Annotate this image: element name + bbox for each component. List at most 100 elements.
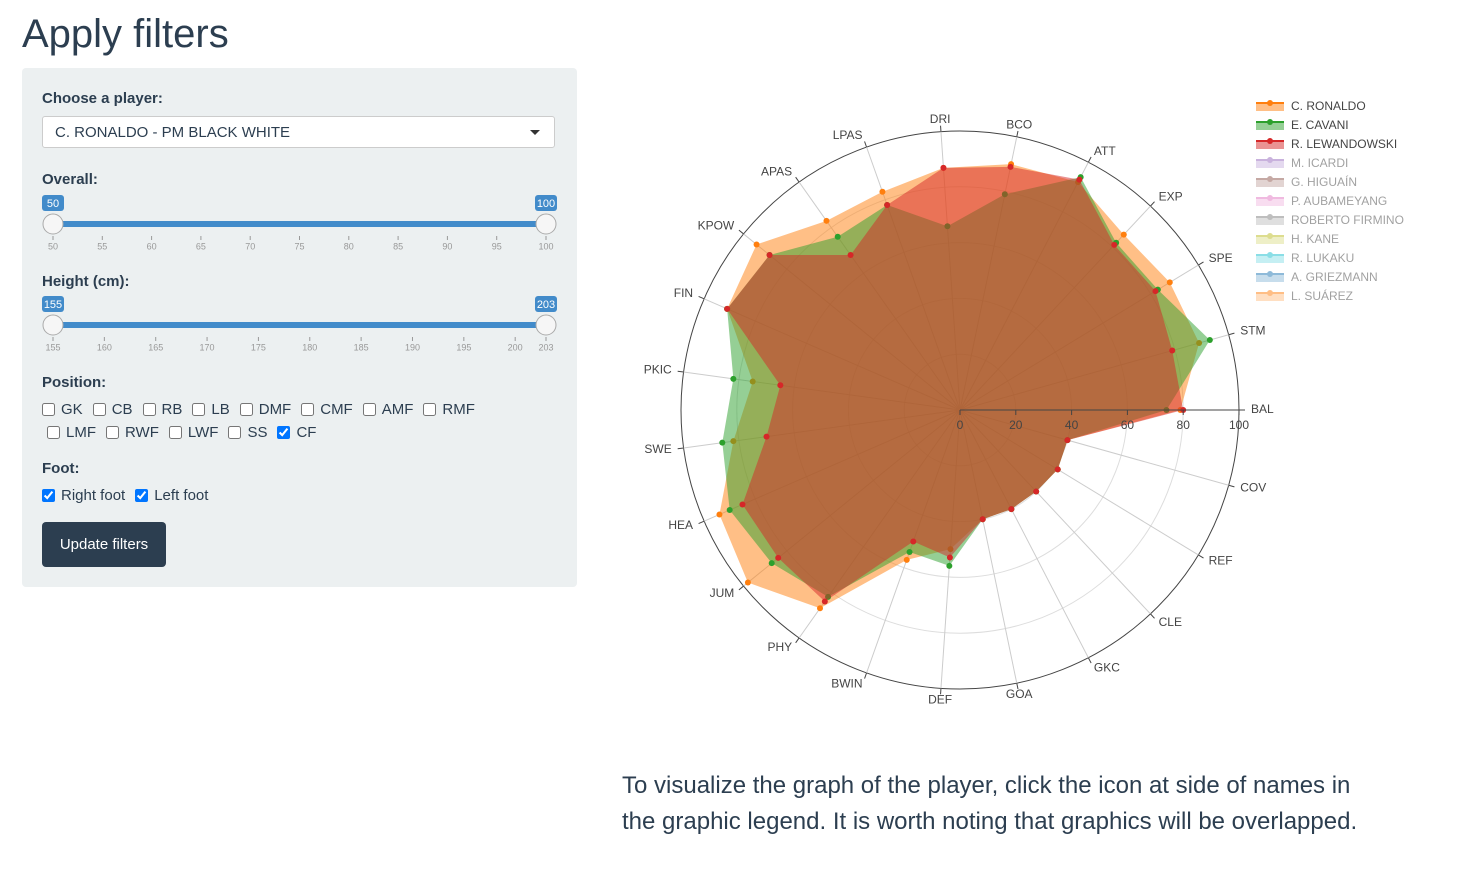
- angular-label: BWIN: [831, 676, 862, 690]
- legend-label: G. HIGUAÍN: [1291, 174, 1357, 189]
- checkbox-label: CF: [296, 424, 317, 441]
- checkbox[interactable]: [301, 403, 315, 416]
- series-point: [1169, 347, 1176, 354]
- legend-swatch: [1256, 160, 1284, 168]
- angular-tick: [677, 447, 684, 450]
- series-point: [716, 511, 723, 518]
- checkbox-option[interactable]: RMF: [423, 400, 475, 419]
- position-options: GK CB RB LB DMF CMF AMF RMF LMF RWF LWF SS CF: [42, 400, 522, 442]
- series-point: [719, 439, 726, 446]
- legend-label: R. LEWANDOWSKI: [1291, 137, 1397, 151]
- player-select[interactable]: C. RONALDO - PM BLACK WHITE: [42, 116, 555, 148]
- legend-item[interactable]: R. LEWANDOWSKI: [1256, 137, 1397, 151]
- slider-tick-label: 195: [456, 342, 471, 352]
- legend-item[interactable]: M. ICARDI: [1256, 156, 1348, 170]
- checkbox-option[interactable]: AMF: [362, 400, 413, 419]
- slider-tick-label: 85: [393, 241, 403, 251]
- height-slider[interactable]: 155 160 165 170 175 180 185 190 195 200 203 155 203: [22, 291, 577, 361]
- slider-handle[interactable]: [535, 213, 557, 235]
- checkbox-option[interactable]: GK: [42, 400, 83, 419]
- checkbox-option[interactable]: RB: [142, 400, 182, 419]
- angular-tick: [1016, 683, 1019, 690]
- series-point: [821, 598, 828, 605]
- angular-tick: [1087, 657, 1092, 664]
- checkbox[interactable]: [42, 489, 55, 502]
- checkbox-option[interactable]: CB: [92, 400, 133, 419]
- checkbox-option[interactable]: Left foot: [135, 486, 208, 505]
- series-point: [1152, 288, 1159, 295]
- legend-label: A. GRIEZMANN: [1291, 270, 1378, 284]
- overall-slider[interactable]: 50 55 60 65 70 75 80 85 90 95 100 50 100: [22, 190, 577, 260]
- checkbox[interactable]: [239, 403, 253, 416]
- update-button[interactable]: Update filters: [42, 522, 166, 567]
- series-point: [1008, 506, 1015, 513]
- checkbox-label: CMF: [320, 401, 353, 418]
- series-point: [1166, 279, 1173, 286]
- checkbox-option[interactable]: LWF: [168, 423, 218, 442]
- series-point: [823, 217, 830, 224]
- checkbox-option[interactable]: LMF: [47, 423, 96, 442]
- legend-swatch: [1256, 236, 1284, 244]
- checkbox[interactable]: [135, 489, 149, 502]
- checkbox[interactable]: [142, 403, 156, 416]
- series-point: [847, 252, 854, 259]
- checkbox-option[interactable]: CMF: [301, 400, 353, 419]
- player-selected: C. RONALDO - PM BLACK WHITE: [55, 124, 291, 141]
- page-title: Apply filters: [22, 12, 229, 56]
- slider-handle-label: 100: [537, 198, 555, 210]
- slider-handle[interactable]: [42, 314, 64, 336]
- legend-item[interactable]: H. KANE: [1256, 232, 1339, 246]
- series-point: [903, 556, 910, 563]
- slider-tick-label: 185: [354, 342, 369, 352]
- slider-tick-label: 60: [147, 241, 157, 251]
- legend-item[interactable]: L. SUÁREZ: [1256, 288, 1353, 303]
- checkbox-option[interactable]: LB: [192, 400, 230, 419]
- checkbox[interactable]: [47, 426, 60, 439]
- checkbox-option[interactable]: DMF: [239, 400, 291, 419]
- angular-label: HEA: [668, 518, 693, 532]
- angular-label: SWE: [644, 442, 671, 456]
- legend-item[interactable]: P. AUBAMEYANG: [1256, 194, 1387, 208]
- checkbox[interactable]: [106, 426, 119, 439]
- checkbox[interactable]: [228, 426, 242, 439]
- legend-item[interactable]: G. HIGUAÍN: [1256, 174, 1357, 189]
- series-point: [1206, 336, 1213, 343]
- select-caret: [530, 130, 540, 135]
- checkbox[interactable]: [423, 403, 437, 416]
- checkbox[interactable]: [42, 403, 55, 416]
- legend-item[interactable]: ROBERTO FIRMINO: [1256, 213, 1404, 227]
- checkbox[interactable]: [92, 403, 106, 416]
- angular-tick: [738, 229, 744, 235]
- angular-label: LPAS: [833, 128, 863, 142]
- slider-handle[interactable]: [535, 314, 557, 336]
- radial-tick-label: 80: [1177, 418, 1191, 432]
- position-label: Position:: [42, 374, 107, 391]
- checkbox-option[interactable]: SS: [228, 423, 267, 442]
- slider-tick-label: 65: [196, 241, 206, 251]
- series-point: [726, 507, 733, 514]
- checkbox[interactable]: [168, 426, 182, 439]
- slider-handle-label: 155: [44, 299, 62, 311]
- legend-swatch: [1256, 179, 1284, 187]
- slider-handle-badge: [42, 195, 64, 211]
- angular-tick: [1228, 332, 1235, 336]
- angular-label: SPE: [1209, 251, 1233, 265]
- checkbox-option[interactable]: RWF: [106, 423, 159, 442]
- angular-label: GKC: [1094, 661, 1120, 675]
- checkbox[interactable]: [277, 426, 291, 439]
- checkbox[interactable]: [192, 403, 206, 416]
- checkbox-label: LB: [211, 401, 230, 418]
- angular-label: EXP: [1159, 189, 1183, 203]
- checkbox-option[interactable]: CF: [277, 423, 316, 442]
- checkbox[interactable]: [362, 403, 376, 416]
- checkbox-option[interactable]: Right foot: [42, 486, 125, 505]
- slider-tick-label: 55: [97, 241, 107, 251]
- legend-item[interactable]: C. RONALDO: [1256, 99, 1366, 113]
- legend-item[interactable]: E. CAVANI: [1256, 118, 1349, 132]
- series-point: [1033, 488, 1040, 495]
- series-point: [763, 433, 770, 440]
- legend-item[interactable]: R. LUKAKU: [1256, 251, 1354, 265]
- legend-item[interactable]: A. GRIEZMANN: [1256, 270, 1378, 284]
- slider-handle[interactable]: [42, 213, 64, 235]
